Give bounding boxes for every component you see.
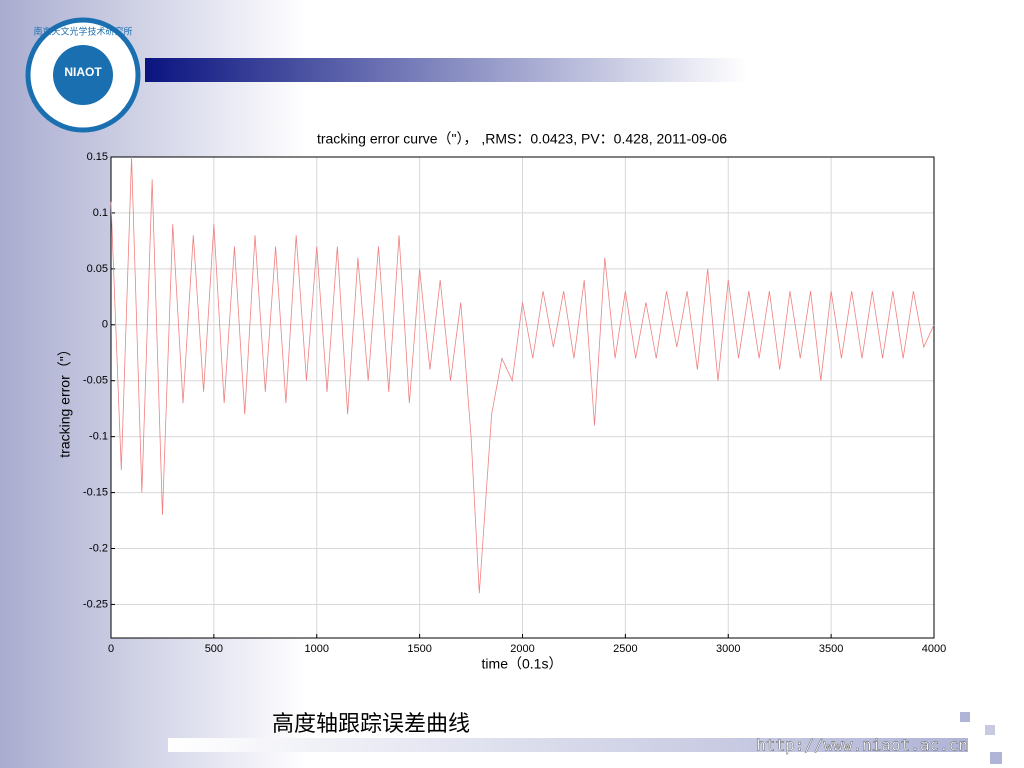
y-axis-label: tracking error（"）: [57, 342, 73, 457]
y-tick-label: -0.15: [83, 486, 108, 498]
chart-title: tracking error curve（"）， ,RMS：0.0423, PV…: [317, 131, 727, 147]
x-tick-label: 1500: [407, 643, 431, 655]
y-tick-label: 0.05: [87, 263, 108, 275]
y-tick-label: 0.1: [93, 207, 108, 219]
x-tick-label: 1000: [305, 643, 329, 655]
deco: [960, 712, 970, 722]
x-tick-label: 0: [108, 643, 114, 655]
y-tick-label: 0: [102, 319, 108, 331]
deco: [985, 725, 995, 735]
axes-frame: [110, 156, 935, 639]
x-tick-label: 2000: [510, 643, 534, 655]
url: http://www.niaot.ac.cn: [756, 736, 968, 755]
x-tick-label: 3500: [819, 643, 843, 655]
x-axis-label: time（0.1s）: [482, 656, 563, 672]
logo-abbr: NIAOT: [64, 65, 102, 79]
logo-core: [53, 45, 113, 105]
y-tick-label: -0.2: [89, 542, 108, 554]
x-tick-label: 4000: [922, 643, 946, 655]
y-tick-label: -0.05: [83, 375, 108, 387]
y-tick-label: 0.15: [87, 151, 108, 163]
footer-bar: [168, 738, 968, 752]
caption: 高度轴跟踪误差曲线: [272, 711, 470, 736]
deco: [990, 752, 1002, 764]
x-tick-label: 500: [205, 643, 223, 655]
y-tick-label: -0.1: [89, 431, 108, 443]
y-tick-label: -0.25: [83, 598, 108, 610]
data-line: [110, 156, 935, 594]
x-tick-label: 2500: [613, 643, 637, 655]
x-tick-label: 3000: [716, 643, 740, 655]
logo-name: 南京天文光学技术研究所: [33, 25, 132, 36]
header-bar: [145, 58, 1005, 82]
